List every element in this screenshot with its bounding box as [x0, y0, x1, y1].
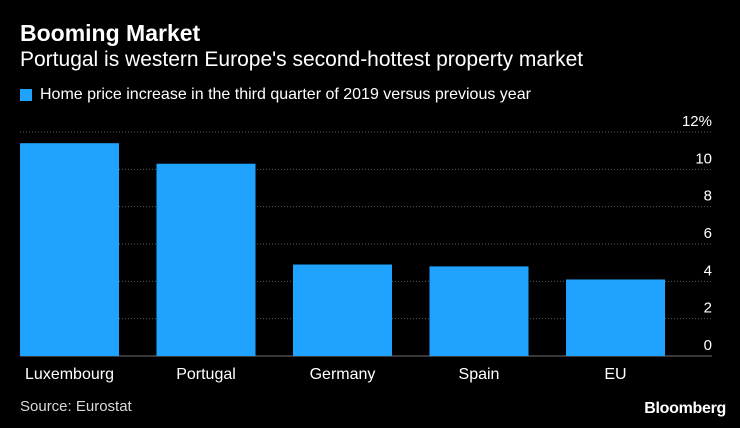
bar-luxembourg	[20, 143, 119, 356]
y-tick-label: 0	[704, 337, 712, 354]
y-tick-label: 10	[695, 150, 712, 167]
x-tick-label-luxembourg: Luxembourg	[25, 366, 114, 383]
y-tick-label: 6	[704, 225, 712, 242]
source-note: Source: Eurostat	[20, 398, 132, 415]
y-tick-label: 8	[704, 188, 712, 205]
chart-title: Booming Market	[20, 20, 201, 46]
x-tick-label-spain: Spain	[459, 366, 500, 383]
y-tick-label: 12%	[682, 113, 712, 130]
legend-label: Home price increase in the third quarter…	[40, 86, 531, 103]
legend: Home price increase in the third quarter…	[20, 86, 531, 104]
bar-spain	[429, 266, 529, 356]
bars	[20, 143, 665, 356]
x-tick-label-eu: EU	[604, 366, 626, 383]
bloomberg-logo: Bloomberg	[644, 400, 726, 417]
bar-eu	[566, 279, 665, 356]
x-axis-labels: Luxembourg Portugal Germany Spain EU	[25, 366, 627, 383]
y-tick-label: 2	[704, 300, 712, 317]
bar-portugal	[156, 163, 256, 356]
bar-germany	[293, 264, 392, 356]
y-tick-label: 4	[704, 262, 712, 279]
chart-subtitle: Portugal is western Europe's second-hott…	[20, 48, 584, 71]
y-axis-ticks: 0 2 4 6 8 10 12%	[682, 113, 712, 354]
legend-swatch	[20, 89, 32, 101]
x-tick-label-portugal: Portugal	[176, 366, 236, 383]
x-tick-label-germany: Germany	[310, 366, 376, 383]
